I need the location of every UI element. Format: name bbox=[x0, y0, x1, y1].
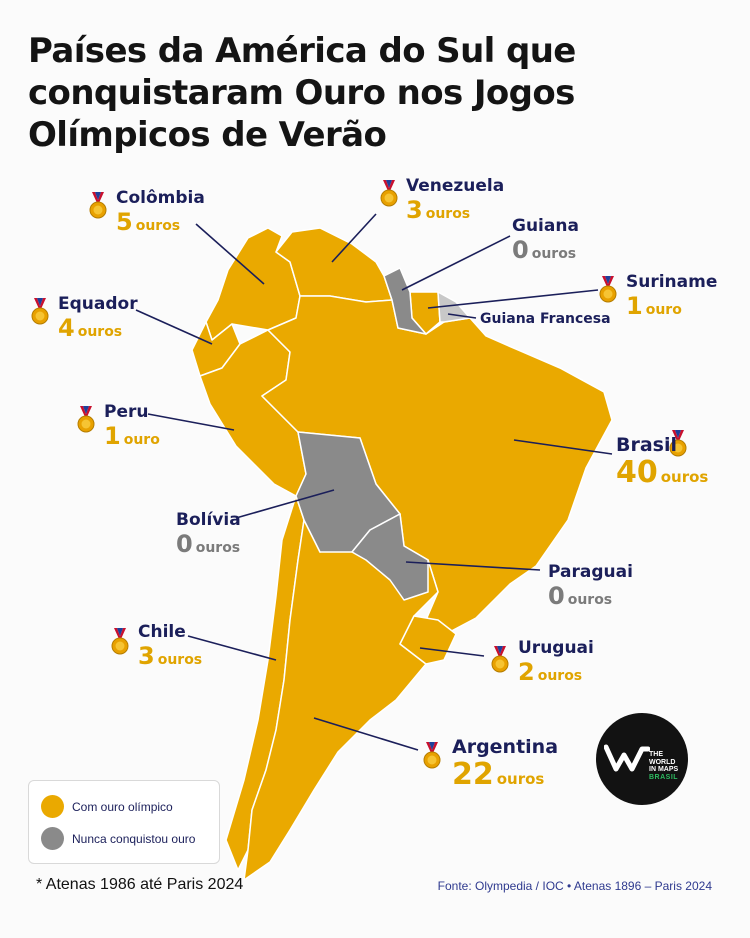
gold-count: 4 bbox=[58, 314, 75, 342]
map-legend: Com ouro olímpico Nunca conquistou ouro bbox=[28, 780, 220, 864]
gold-count: 0 bbox=[176, 530, 193, 558]
gold-unit: ouro bbox=[123, 432, 160, 448]
leader-equador bbox=[135, 309, 213, 345]
country-name: Suriname bbox=[626, 272, 718, 292]
gold-unit: ouros bbox=[157, 652, 203, 668]
gold-count: 5 bbox=[116, 208, 133, 236]
label-suriname: Suriname 1 ouro bbox=[626, 272, 718, 320]
medal-icon bbox=[31, 298, 49, 325]
gold-unit: ouros bbox=[77, 324, 123, 340]
legend-label: Nunca conquistou ouro bbox=[72, 831, 196, 846]
gold-count: 0 bbox=[548, 582, 565, 610]
country-name: Chile bbox=[138, 622, 186, 642]
legend-label: Com ouro olímpico bbox=[72, 799, 173, 814]
logo-line-2: IN MAPS bbox=[649, 766, 679, 773]
country-name: Bolívia bbox=[176, 510, 241, 530]
country-name: Venezuela bbox=[406, 176, 505, 196]
leader-peru bbox=[147, 413, 235, 431]
medal-icon bbox=[599, 276, 617, 303]
label-paraguai: Paraguai 0 ouros bbox=[548, 562, 633, 610]
grey-swatch bbox=[41, 827, 64, 850]
leader-colombia bbox=[195, 223, 265, 285]
page-title: Países da América do Sul que conquistara… bbox=[28, 30, 718, 156]
logo-text: THE WORLD IN MAPS BRASIL bbox=[649, 751, 689, 781]
logo-mark-icon bbox=[604, 744, 650, 772]
logo-line-3: BRASIL bbox=[649, 773, 679, 781]
label-colombia: Colômbia 5 ouros bbox=[116, 188, 205, 236]
leader-suriname bbox=[427, 289, 599, 309]
map-paraguai bbox=[351, 513, 429, 601]
map-guiana bbox=[383, 267, 427, 335]
legend-item-gold: Com ouro olímpico bbox=[41, 795, 173, 818]
title-line-1: Países da América do Sul que bbox=[28, 31, 576, 71]
gold-unit: ouros bbox=[567, 592, 613, 608]
gold-unit: ouros bbox=[195, 540, 241, 556]
label-equador: Equador 4 ouros bbox=[58, 294, 138, 342]
medal-icon bbox=[491, 646, 509, 673]
leader-guiana bbox=[401, 235, 511, 291]
gold-count: 2 bbox=[518, 658, 535, 686]
title-line-2: conquistaram Ouro nos Jogos bbox=[28, 73, 575, 113]
logo-line-1: THE WORLD bbox=[649, 751, 676, 766]
map-guiana-francesa bbox=[437, 290, 472, 323]
label-uruguai: Uruguai 2 ouros bbox=[518, 638, 594, 686]
leader-guiana-francesa bbox=[447, 313, 477, 319]
medal-icon bbox=[89, 192, 107, 219]
label-venezuela: Venezuela 3 ouros bbox=[406, 176, 505, 224]
gold-unit: ouros bbox=[531, 246, 577, 262]
medal-icon bbox=[77, 406, 95, 433]
leader-venezuela bbox=[331, 213, 377, 263]
medal-icon bbox=[111, 628, 129, 655]
country-name: Guiana bbox=[512, 216, 579, 236]
footnote: * Atenas 1986 até Paris 2024 bbox=[36, 876, 244, 893]
gold-unit: ouros bbox=[537, 668, 583, 684]
country-name: Peru bbox=[104, 402, 149, 422]
label-chile: Chile 3 ouros bbox=[138, 622, 203, 670]
medal-icon bbox=[380, 180, 398, 207]
label-peru: Peru 1 ouro bbox=[104, 402, 160, 450]
world-in-maps-logo: THE WORLD IN MAPS BRASIL bbox=[596, 713, 688, 805]
gold-count: 1 bbox=[626, 292, 643, 320]
leader-bolivia bbox=[235, 489, 335, 519]
gold-unit: ouros bbox=[496, 770, 545, 788]
leader-uruguai bbox=[419, 647, 485, 657]
country-name: Paraguai bbox=[548, 562, 633, 582]
medal-icon bbox=[423, 742, 441, 769]
map-uruguai bbox=[399, 615, 457, 665]
leader-brasil bbox=[513, 439, 613, 455]
title-line-3: Olímpicos de Verão bbox=[28, 115, 387, 155]
gold-count: 0 bbox=[512, 236, 529, 264]
country-name: Equador bbox=[58, 294, 138, 314]
leader-chile bbox=[187, 635, 277, 661]
legend-item-none: Nunca conquistou ouro bbox=[41, 827, 195, 850]
medal-icon bbox=[669, 430, 687, 457]
label-bolivia: Bolívia 0 ouros bbox=[176, 510, 241, 558]
country-name: Brasil bbox=[616, 434, 678, 456]
gold-unit: ouros bbox=[660, 468, 709, 486]
label-guiana-francesa: Guiana Francesa bbox=[480, 312, 611, 326]
leader-paraguai bbox=[405, 561, 541, 571]
country-name: Guiana Francesa bbox=[480, 311, 611, 327]
gold-count: 3 bbox=[406, 196, 423, 224]
gold-unit: ouros bbox=[425, 206, 471, 222]
gold-count: 22 bbox=[452, 757, 494, 792]
gold-unit: ouros bbox=[135, 218, 181, 234]
gold-unit: ouro bbox=[645, 302, 682, 318]
label-argentina: Argentina 22 ouros bbox=[452, 738, 558, 790]
source-credit: Fonte: Olympedia / IOC • Atenas 1896 – P… bbox=[437, 879, 712, 893]
label-brasil: Brasil 40 ouros bbox=[616, 436, 708, 488]
gold-swatch bbox=[41, 795, 64, 818]
gold-count: 40 bbox=[616, 455, 658, 490]
leader-argentina bbox=[313, 717, 419, 751]
country-name: Argentina bbox=[452, 736, 559, 758]
gold-count: 1 bbox=[104, 422, 121, 450]
label-guiana: Guiana 0 ouros bbox=[512, 216, 579, 264]
country-name: Uruguai bbox=[518, 638, 594, 658]
gold-count: 3 bbox=[138, 642, 155, 670]
country-name: Colômbia bbox=[116, 188, 205, 208]
